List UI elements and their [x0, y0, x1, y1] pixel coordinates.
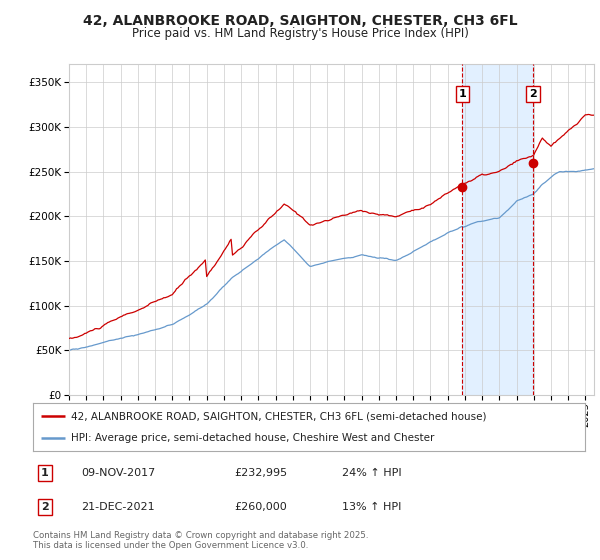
Text: 1: 1 [41, 468, 49, 478]
Text: 13% ↑ HPI: 13% ↑ HPI [342, 502, 401, 512]
Text: 42, ALANBROOKE ROAD, SAIGHTON, CHESTER, CH3 6FL: 42, ALANBROOKE ROAD, SAIGHTON, CHESTER, … [83, 14, 517, 28]
Text: 09-NOV-2017: 09-NOV-2017 [81, 468, 155, 478]
Text: 24% ↑ HPI: 24% ↑ HPI [342, 468, 401, 478]
Text: £260,000: £260,000 [234, 502, 287, 512]
Text: 1: 1 [458, 89, 466, 99]
Text: Price paid vs. HM Land Registry's House Price Index (HPI): Price paid vs. HM Land Registry's House … [131, 27, 469, 40]
Text: 2: 2 [41, 502, 49, 512]
Bar [463, 64, 533, 395]
Text: HPI: Average price, semi-detached house, Cheshire West and Chester: HPI: Average price, semi-detached house,… [71, 433, 434, 443]
Text: Contains HM Land Registry data © Crown copyright and database right 2025.
This d: Contains HM Land Registry data © Crown c… [33, 531, 368, 550]
Text: £232,995: £232,995 [234, 468, 287, 478]
Text: 21-DEC-2021: 21-DEC-2021 [81, 502, 155, 512]
Text: 42, ALANBROOKE ROAD, SAIGHTON, CHESTER, CH3 6FL (semi-detached house): 42, ALANBROOKE ROAD, SAIGHTON, CHESTER, … [71, 411, 486, 421]
Text: 2: 2 [529, 89, 537, 99]
